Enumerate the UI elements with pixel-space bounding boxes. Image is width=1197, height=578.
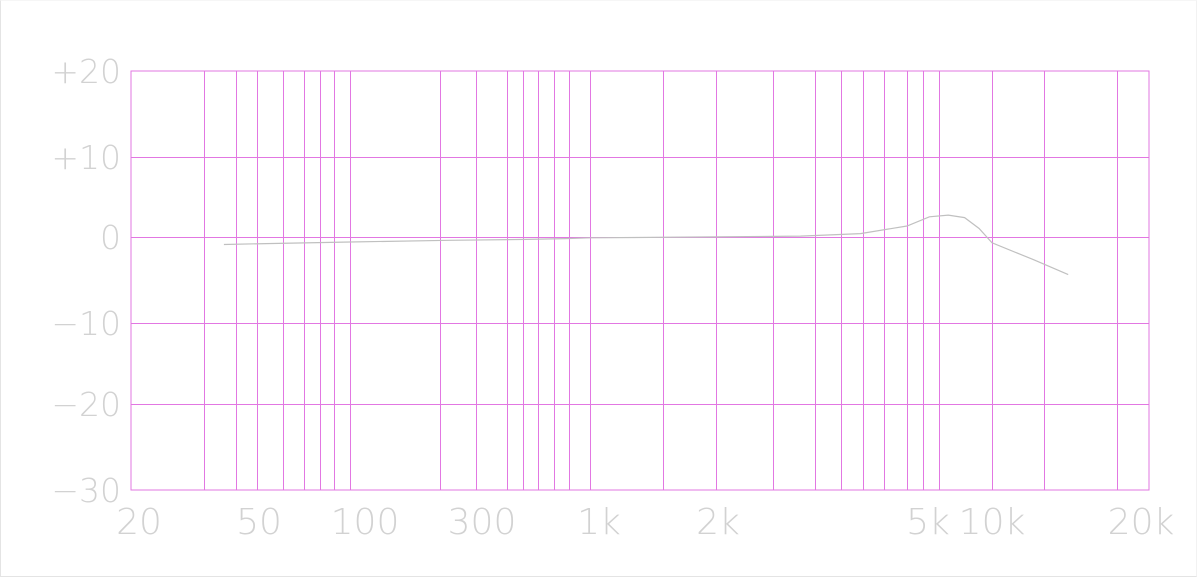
x-tick-label: 100 xyxy=(331,502,400,543)
x-tick-label: 1k xyxy=(577,502,621,543)
x-tick-label: 300 xyxy=(448,502,517,543)
y-tick-label: +20 xyxy=(51,52,121,91)
x-tick-label: 5k xyxy=(906,502,950,543)
vertical-grid xyxy=(204,71,1118,490)
x-tick-label: 2k xyxy=(696,502,740,543)
plot-area-border xyxy=(130,70,1150,491)
y-tick-label: −10 xyxy=(51,304,121,343)
response-curve xyxy=(223,214,1069,276)
y-tick-label: 0 xyxy=(100,218,121,257)
y-tick-label: −20 xyxy=(51,385,121,424)
series-layer xyxy=(223,214,1069,276)
y-axis-tick-labels: +20 +10 0 −10 −20 −30 xyxy=(51,52,121,510)
x-tick-label: 20k xyxy=(1108,502,1175,543)
y-tick-label: +10 xyxy=(51,138,121,177)
y-tick-label: −30 xyxy=(51,471,121,510)
x-tick-label: 50 xyxy=(236,502,282,543)
x-tick-label: 20 xyxy=(116,502,162,543)
x-axis-tick-labels: 20 50 100 300 1k 2k 5k 10k 20k xyxy=(116,502,1174,543)
x-tick-label: 10k xyxy=(959,502,1026,543)
